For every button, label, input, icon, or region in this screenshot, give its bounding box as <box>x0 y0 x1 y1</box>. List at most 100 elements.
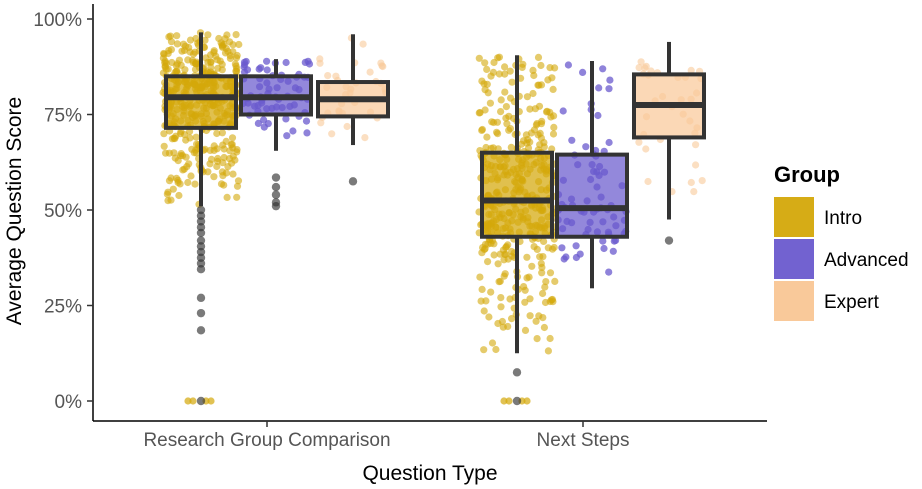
jitter-point <box>184 397 192 405</box>
jitter-point <box>282 115 290 123</box>
jitter-point <box>478 285 486 293</box>
jitter-point <box>641 64 649 72</box>
jitter-point <box>498 317 506 326</box>
jitter-point <box>165 33 173 41</box>
jitter-point <box>484 258 492 266</box>
jitter-point <box>644 177 652 186</box>
jitter-point <box>635 138 643 146</box>
jitter-point <box>191 65 200 73</box>
jitter-point <box>505 112 513 120</box>
jitter-point <box>184 178 192 187</box>
y-tick-label: 50% <box>44 201 82 222</box>
box-intro <box>480 150 554 239</box>
outlier-point <box>196 228 206 238</box>
jitter-point <box>544 347 553 355</box>
jitter-point <box>240 68 249 76</box>
jitter-point <box>490 251 498 259</box>
jitter-point <box>501 70 509 78</box>
jitter-point <box>161 62 169 70</box>
jitter-point <box>539 289 547 298</box>
jitter-point <box>187 172 195 180</box>
jitter-point <box>609 247 617 255</box>
legend-swatch-advanced <box>774 239 814 279</box>
jitter-point <box>526 105 534 113</box>
jitter-point <box>507 94 515 102</box>
jitter-point <box>576 250 584 258</box>
jitter-point <box>595 84 603 92</box>
jitter-point <box>637 58 645 66</box>
jitter-point <box>522 131 531 139</box>
jitter-point <box>490 58 498 67</box>
jitter-point <box>495 53 503 61</box>
jitter-point <box>687 178 695 187</box>
jitter-point <box>546 334 554 343</box>
jitter-point <box>550 243 558 252</box>
jitter-point <box>521 298 529 306</box>
legend-label-advanced: Advanced <box>824 250 909 271</box>
jitter-point <box>492 345 500 354</box>
jitter-point <box>549 130 558 138</box>
jitter-point <box>497 294 505 302</box>
box-layer <box>164 32 706 354</box>
jitter-point <box>488 339 497 347</box>
jitter-point <box>207 397 215 405</box>
jitter-point <box>481 59 489 67</box>
jitter-point <box>544 244 552 252</box>
jitter-point <box>170 134 178 142</box>
jitter-point <box>366 68 374 76</box>
y-ticks: 0% 25% 50% 75% 100% <box>33 10 93 413</box>
jitter-point <box>692 161 700 169</box>
jitter-point <box>520 283 528 291</box>
jitter-point <box>499 323 507 331</box>
jitter-point <box>506 125 514 133</box>
jitter-point <box>551 277 559 285</box>
jitter-point <box>502 243 510 252</box>
jitter-point <box>283 132 291 140</box>
jitter-point <box>493 118 501 126</box>
jitter-point <box>487 288 495 296</box>
jitter-point <box>343 122 351 131</box>
jitter-point <box>505 397 513 405</box>
jitter-point <box>201 36 209 44</box>
jitter-point <box>192 34 200 43</box>
jitter-point <box>599 65 607 73</box>
outlier-point <box>196 396 206 406</box>
jitter-point <box>263 57 271 65</box>
jitter-point <box>220 181 228 189</box>
jitter-point <box>182 136 190 144</box>
outlier-point <box>196 265 206 274</box>
jitter-point <box>167 174 175 182</box>
jitter-point <box>192 60 200 68</box>
jitter-point <box>690 188 698 196</box>
jitter-point <box>317 119 325 127</box>
x-ticks: Research Group Comparison Next Steps <box>143 421 629 451</box>
jitter-point <box>206 160 214 168</box>
jitter-point <box>687 66 695 74</box>
jitter-point <box>518 63 526 71</box>
jitter-point <box>210 48 218 57</box>
jitter-point <box>497 108 505 116</box>
y-axis-title: Average Question Score <box>3 97 26 325</box>
jitter-point <box>496 277 504 285</box>
jitter-point <box>178 47 186 55</box>
jitter-point <box>160 142 168 150</box>
jitter-point <box>173 32 181 40</box>
jitter-point <box>186 36 195 44</box>
outlier-point <box>196 293 206 303</box>
jitter-point <box>361 134 369 142</box>
x-tick-label: Research Group Comparison <box>143 430 390 451</box>
jitter-point <box>163 190 171 198</box>
jitter-point <box>501 88 509 96</box>
jitter-point <box>549 85 557 93</box>
jitter-point <box>525 273 533 281</box>
jitter-point <box>506 67 514 75</box>
jitter-point <box>304 57 312 65</box>
jitter-point <box>532 317 540 325</box>
jitter-point <box>526 312 534 320</box>
jitter-point <box>324 72 332 80</box>
jitter-point <box>605 85 613 93</box>
jitter-point <box>538 269 546 277</box>
jitter-point <box>550 112 558 120</box>
jitter-point <box>177 150 185 158</box>
jitter-point <box>506 295 514 303</box>
